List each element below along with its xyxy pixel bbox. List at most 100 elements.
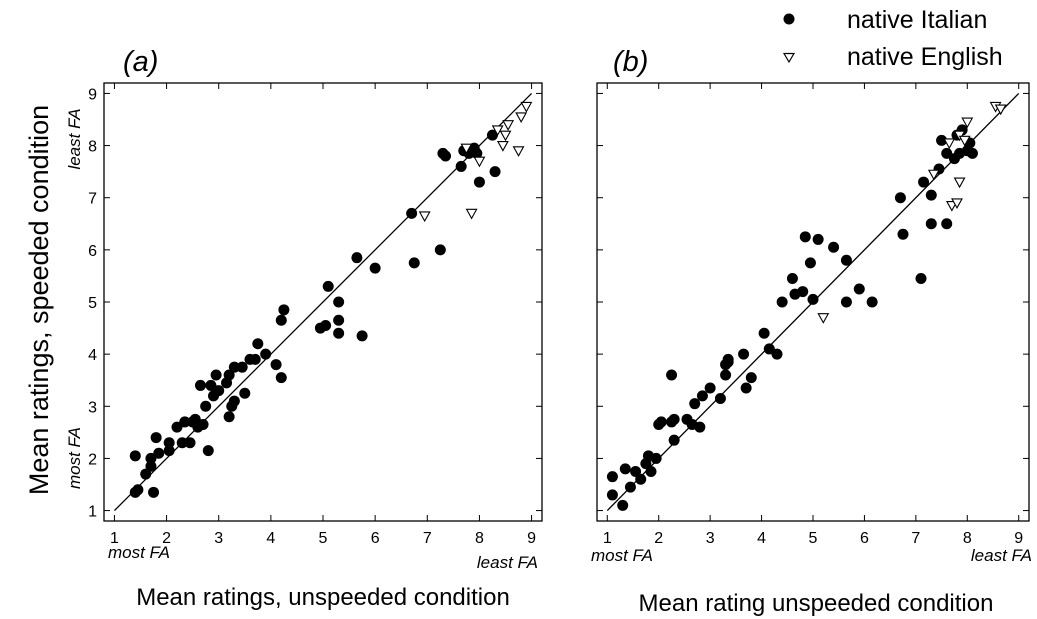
x-tick-label: 7 [911, 530, 920, 547]
point-native-italian [624, 481, 636, 493]
point-native-italian [797, 286, 809, 298]
x-tick-label: 2 [162, 530, 171, 547]
point-native-italian [668, 434, 680, 446]
point-native-italian [197, 419, 209, 431]
point-native-italian [249, 353, 261, 365]
x-tick-label: 3 [706, 530, 715, 547]
point-native-italian [758, 327, 770, 339]
point-native-italian [270, 359, 282, 371]
point-native-english [502, 120, 515, 131]
point-native-italian [228, 395, 240, 407]
legend-marker-english [782, 52, 796, 64]
point-native-italian [333, 314, 345, 326]
y-tick-label: 2 [88, 451, 97, 468]
point-native-english [943, 138, 956, 150]
point-native-italian [635, 473, 647, 485]
point-native-italian [176, 437, 188, 449]
data-points [129, 101, 533, 498]
point-native-english [994, 104, 1007, 116]
x-low-label: most FA [108, 543, 170, 562]
point-native-italian [689, 398, 701, 410]
x-tick-label: 3 [214, 530, 223, 547]
point-native-italian [129, 450, 141, 462]
point-native-italian [408, 257, 420, 269]
point-native-english [515, 112, 528, 124]
point-native-english [465, 208, 478, 220]
x-tick-label: 5 [319, 530, 328, 547]
point-native-italian [194, 379, 206, 391]
point-native-italian [223, 369, 235, 381]
ticks: 1 2 3 4 5 6 7 8 9 [597, 83, 1029, 547]
point-native-italian [666, 369, 678, 381]
point-native-italian [720, 369, 732, 381]
x-tick-label: 9 [527, 530, 536, 547]
point-native-italian [150, 432, 162, 444]
point-native-italian [763, 343, 775, 355]
x-high-label: least FA [971, 546, 1032, 565]
point-native-italian [278, 304, 290, 316]
legend-marker-italian [783, 13, 795, 25]
point-native-italian [915, 273, 927, 285]
y-tick-label: 6 [88, 243, 97, 260]
point-native-italian [776, 296, 788, 308]
point-native-italian [918, 176, 930, 188]
point-native-italian [486, 129, 498, 141]
point-native-italian [145, 452, 157, 464]
x-tick-label: 8 [475, 530, 484, 547]
panel-a: (a) Mean ratings, unspeeded condition mo… [65, 46, 543, 611]
point-native-italian [440, 150, 452, 162]
point-native-italian [202, 445, 214, 457]
x-tick-label: 8 [963, 530, 972, 547]
point-native-english [460, 143, 473, 155]
panel-b: (b) Mean rating unspeeded condition most… [591, 46, 1032, 617]
point-native-italian [163, 437, 175, 449]
point-native-italian [351, 252, 363, 264]
point-native-italian [333, 296, 345, 308]
point-native-italian [406, 207, 418, 219]
point-native-italian [925, 189, 937, 201]
point-native-italian [239, 387, 251, 399]
point-native-italian [236, 361, 248, 373]
point-native-italian [630, 465, 642, 477]
point-native-english [496, 141, 509, 152]
point-native-italian [200, 400, 212, 412]
point-native-italian [704, 382, 716, 394]
point-native-italian [179, 416, 191, 428]
x-tick-label: 2 [654, 530, 663, 547]
point-native-italian [369, 262, 381, 274]
y-low-label: most FA [65, 427, 84, 489]
point-native-italian [645, 465, 657, 477]
point-native-italian [925, 218, 937, 230]
point-native-italian [260, 348, 272, 360]
x-low-label: most FA [591, 546, 653, 565]
point-native-italian [163, 445, 175, 457]
point-native-italian [275, 372, 287, 384]
point-native-italian [840, 254, 852, 266]
point-native-italian [738, 348, 750, 360]
ticks: 1 2 3 4 5 6 7 8 9 1 2 3 4 5 6 7 8 9 [88, 83, 542, 547]
point-native-italian [694, 421, 706, 433]
point-native-italian [696, 390, 708, 402]
point-native-italian [455, 160, 467, 172]
point-native-italian [804, 257, 816, 269]
point-native-italian [132, 484, 144, 496]
y-tick-label: 9 [88, 86, 97, 103]
y-tick-label: 3 [88, 399, 97, 416]
point-native-italian [812, 233, 824, 245]
point-native-italian [655, 416, 667, 428]
point-native-italian [650, 452, 662, 464]
point-native-italian [205, 379, 217, 391]
point-native-italian [473, 176, 485, 188]
point-native-italian [171, 421, 183, 433]
panel-title: (b) [613, 46, 648, 78]
point-native-italian [941, 147, 953, 159]
point-native-italian [184, 437, 196, 449]
point-native-english [953, 177, 966, 189]
x-tick-label: 1 [603, 530, 612, 547]
legend-label-english: native English [847, 43, 1003, 71]
point-native-english [491, 125, 504, 137]
point-native-italian [617, 499, 629, 511]
point-native-italian [894, 192, 906, 204]
x-tick-label: 1 [110, 530, 119, 547]
